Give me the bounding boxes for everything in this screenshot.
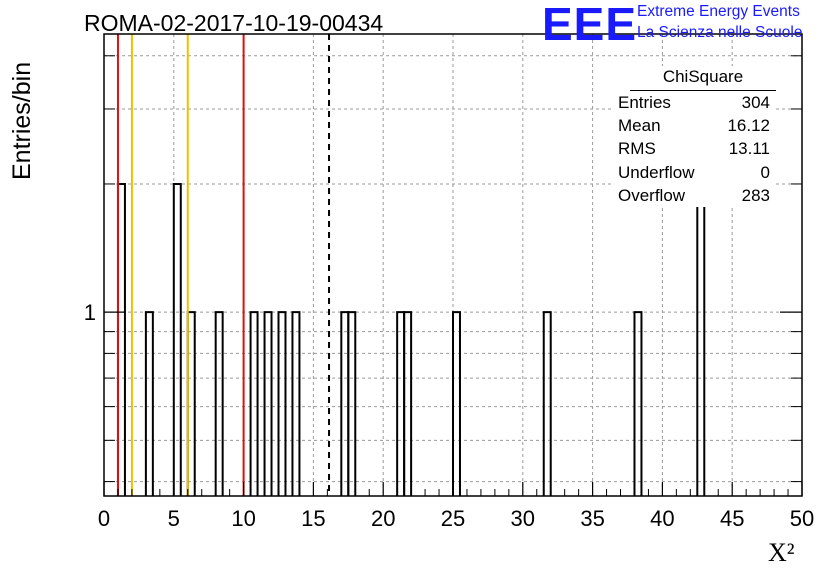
x-tick-label: 15: [301, 506, 325, 531]
logo-line-2: La Scienza nelle Scuole: [637, 24, 803, 41]
histogram-bin: [452, 311, 461, 496]
x-tick-label: 50: [790, 506, 814, 531]
histogram-bin: [340, 311, 350, 496]
x-tick-label: 40: [650, 506, 674, 531]
stats-label: RMS: [618, 139, 656, 159]
histogram-bin: [347, 311, 357, 496]
eee-logo: EEE: [542, 0, 638, 50]
y-tick-labels: 1: [84, 300, 96, 325]
logo-line-1: Extreme Energy Events: [637, 3, 800, 20]
x-axis-label: X²: [768, 538, 795, 567]
x-tick-label: 30: [511, 506, 535, 531]
x-tick-label: 25: [441, 506, 465, 531]
stats-label: Overflow: [618, 185, 686, 205]
histogram-bin: [396, 311, 406, 496]
x-tick-label: 10: [231, 506, 255, 531]
histogram-bin: [116, 182, 126, 496]
histogram-bin: [186, 311, 196, 496]
histogram-bin: [403, 311, 413, 496]
histogram-bin: [542, 311, 552, 496]
y-tick-label: 1: [84, 300, 96, 325]
stats-row: Entries 304: [612, 91, 776, 114]
x-tick-labels: 0 5 10 15 20 25 30 35 40 45 50: [98, 506, 814, 531]
stats-row: Mean 16.12: [612, 114, 776, 137]
stats-value: 0: [760, 162, 770, 182]
stats-label: Entries: [618, 93, 671, 112]
histogram-bin: [249, 311, 259, 496]
x-tick-label: 5: [168, 506, 180, 531]
y-axis-label: Entries/bin: [8, 61, 36, 180]
stats-title: ChiSquare: [630, 66, 776, 91]
chart-title: ROMA-02-2017-10-19-00434: [84, 10, 384, 36]
stats-value: 13.11: [728, 139, 770, 159]
histogram-bin: [291, 311, 301, 496]
stats-row: Underflow 0: [612, 161, 776, 184]
stats-label: Underflow: [618, 162, 695, 182]
axis-ticks: [103, 55, 803, 496]
histogram-bin: [214, 311, 224, 496]
x-tick-label: 0: [98, 506, 110, 531]
histogram-bin: [633, 311, 643, 496]
histogram-bin: [277, 311, 287, 496]
histogram-bin: [144, 311, 154, 496]
x-tick-label: 20: [371, 506, 395, 531]
stats-value: 304: [741, 93, 770, 112]
stats-value: 16.12: [727, 116, 770, 136]
stats-label: Mean: [618, 116, 661, 136]
stats-row: RMS 13.11: [612, 137, 776, 160]
histogram-bars: [116, 182, 706, 496]
histogram-bin: [696, 182, 706, 496]
statistics-box: ChiSquare Entries 304 Mean 16.12 RMS 13.11 …: [612, 66, 776, 208]
stats-row: Overflow 283: [612, 184, 776, 207]
histogram-bin: [172, 182, 182, 496]
histogram-bin: [263, 311, 273, 496]
x-tick-label: 45: [720, 506, 744, 531]
stats-value: 283: [741, 185, 770, 205]
reference-lines: [116, 34, 331, 496]
x-tick-label: 35: [580, 506, 604, 531]
